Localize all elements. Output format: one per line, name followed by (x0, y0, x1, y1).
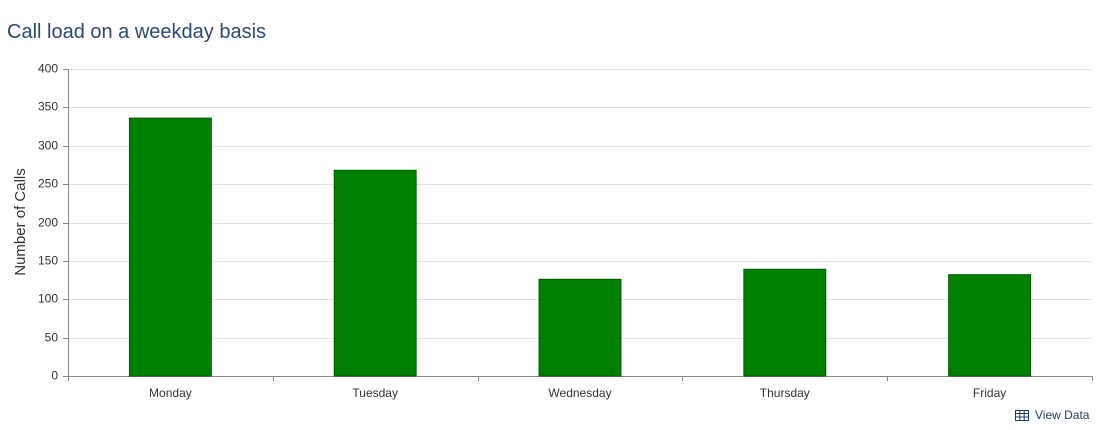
y-tick-label: 400 (38, 62, 58, 76)
x-tick-label: Tuesday (352, 386, 398, 400)
table-icon (1015, 410, 1029, 421)
view-data-link[interactable]: View Data (1015, 408, 1090, 422)
view-data-label[interactable]: View Data (1035, 408, 1090, 422)
bar (538, 278, 622, 377)
bar (948, 274, 1032, 377)
bar (743, 268, 827, 377)
bar (333, 169, 417, 377)
y-tick-label: 300 (38, 139, 58, 153)
y-tick-label: 100 (38, 292, 58, 306)
x-tick-label: Thursday (760, 386, 810, 400)
x-tick-label: Wednesday (548, 386, 611, 400)
chart-title: Call load on a weekday basis (7, 21, 266, 43)
y-tick-label: 350 (38, 100, 58, 114)
y-tick-label: 0 (51, 369, 58, 383)
y-tick-label: 50 (45, 331, 59, 345)
y-tick-label: 200 (38, 216, 58, 230)
bar (128, 117, 212, 377)
y-axis-title: Number of Calls (12, 168, 29, 276)
y-tick-label: 150 (38, 254, 58, 268)
x-tick-label: Monday (149, 386, 192, 400)
y-tick-label: 250 (38, 177, 58, 191)
x-tick-label: Friday (973, 386, 1006, 400)
